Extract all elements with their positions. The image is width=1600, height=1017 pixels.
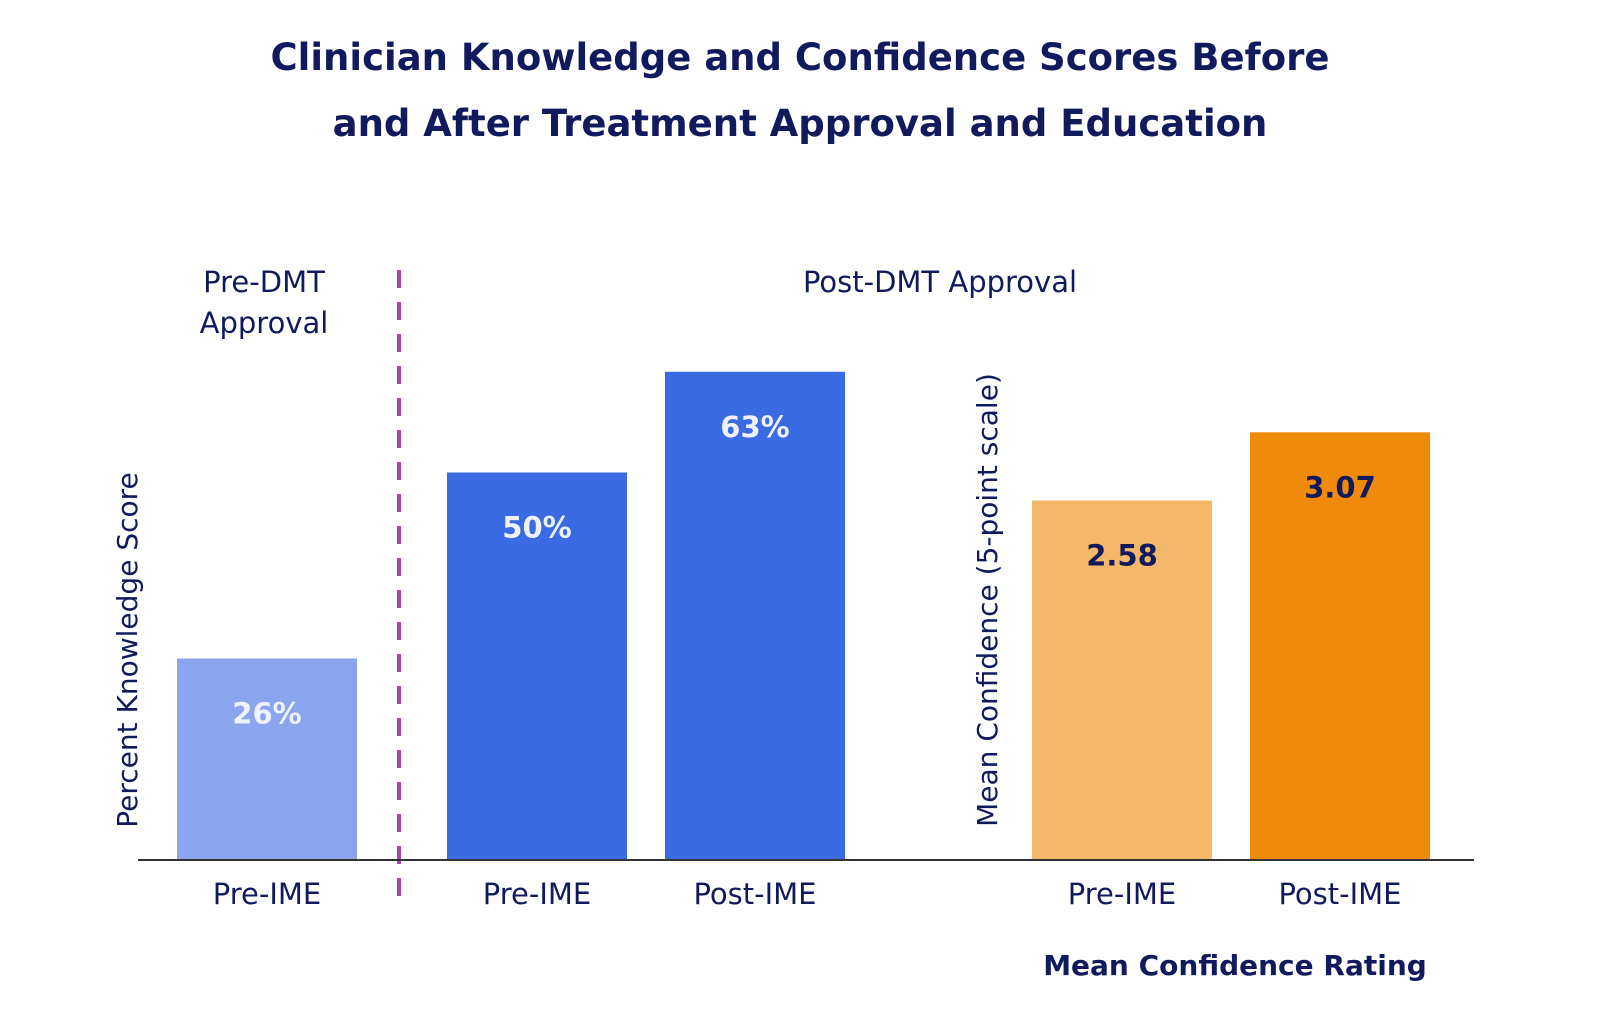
chart-title-line-1: Clinician Knowledge and Confidence Score… [271, 36, 1330, 79]
pre-dmt-label-line-2: Approval [200, 306, 329, 340]
post-dmt-label: Post-DMT Approval [803, 265, 1077, 299]
confidence-value-label-1: 2.58 [1086, 539, 1158, 573]
confidence-category-label-2: Post-IME [1278, 877, 1401, 911]
confidence-x-axis-title: Mean Confidence Rating [1043, 949, 1427, 982]
knowledge-category-label-3: Post-IME [693, 877, 816, 911]
knowledge-bar-1 [177, 658, 357, 860]
knowledge-value-label-1: 26% [232, 697, 301, 731]
knowledge-category-label-1: Pre-IME [213, 877, 321, 911]
knowledge-bar-3 [665, 371, 845, 860]
knowledge-y-axis-label: Percent Knowledge Score [111, 472, 144, 828]
confidence-bar-1 [1032, 500, 1212, 860]
confidence-value-label-2: 3.07 [1304, 470, 1376, 504]
pre-dmt-label-line-1: Pre-DMT [203, 265, 325, 299]
knowledge-value-label-2: 50% [502, 511, 571, 545]
chart-title-line-2: and After Treatment Approval and Educati… [333, 102, 1268, 145]
knowledge-category-label-2: Pre-IME [483, 877, 591, 911]
knowledge-bar-2 [447, 472, 627, 860]
confidence-bar-2 [1250, 432, 1430, 860]
confidence-y-axis-label: Mean Confidence (5-point scale) [971, 373, 1004, 827]
confidence-category-label-1: Pre-IME [1068, 877, 1176, 911]
knowledge-value-label-3: 63% [720, 410, 789, 444]
